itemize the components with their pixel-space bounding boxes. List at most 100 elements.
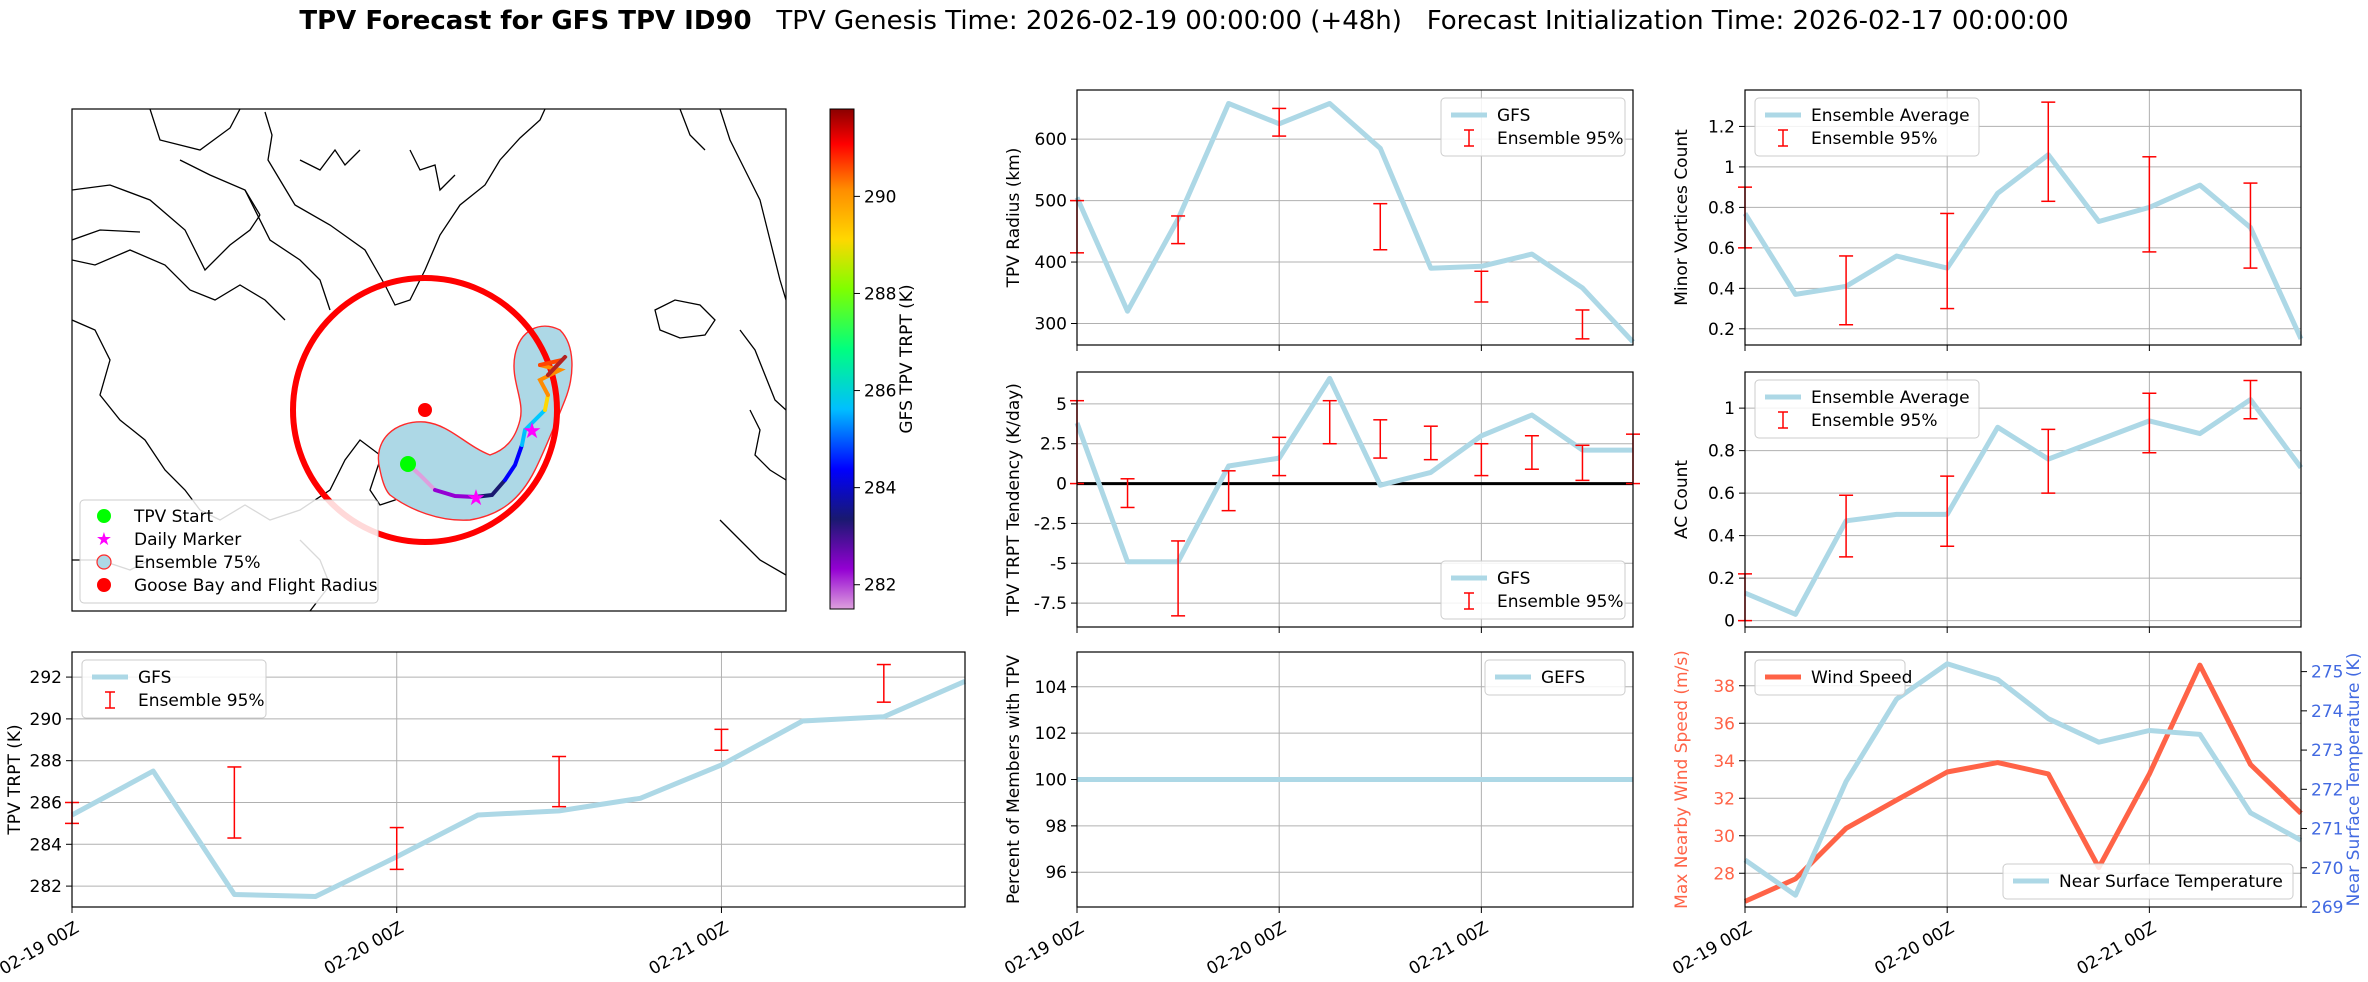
ensemble-errorbar <box>1221 470 1236 512</box>
ytick-label: 300 <box>1035 314 1067 334</box>
ensemble-errorbar <box>1474 270 1489 303</box>
greenland-fjords <box>299 148 361 171</box>
greenland-coast <box>264 109 546 306</box>
ytick-label: 32 <box>1713 789 1735 809</box>
legend-ensemble-label: Ensemble 75% <box>134 553 261 573</box>
ensemble-errorbar <box>2142 392 2157 454</box>
hudson-bay-coast <box>72 319 201 511</box>
ensemble-errorbar <box>2243 379 2258 420</box>
legend-errorbar-swatch <box>1778 129 1788 147</box>
ensemble-errorbar <box>389 826 404 871</box>
ytick-right-label: 274 <box>2311 702 2343 722</box>
xtick-label: 02-20 00Z <box>1203 918 1289 979</box>
canada-coast-2 <box>72 249 286 321</box>
legend: GFS Ensemble 95% <box>1440 97 1626 157</box>
ytick-right-label: 272 <box>2311 780 2343 800</box>
legend-label: Ensemble 95% <box>1811 129 1938 149</box>
legend-errorbar-swatch <box>1464 592 1474 610</box>
legend-ensemble-icon <box>96 554 112 570</box>
ytick-right-label: 275 <box>2311 663 2343 683</box>
y-axis-label: TPV TRPT Tendency (K/day) <box>1004 383 1024 617</box>
ytick-label: 104 <box>1035 678 1067 698</box>
title-genesis: TPV Genesis Time: 2026-02-19 00:00:00 (+… <box>776 6 1402 36</box>
ireland <box>749 409 786 481</box>
daily-marker-1: ★ <box>466 486 486 511</box>
colorbar: 282 284 286 288 290 GFS TPV TRPT (K) <box>829 108 917 610</box>
y-axis-label: Percent of Members with TPV <box>1004 655 1024 904</box>
track-segment-4 <box>503 443 524 482</box>
ensemble-75-envelope <box>377 325 573 521</box>
legend-box <box>2002 863 2294 900</box>
y-axis-label: TPV TRPT (K) <box>5 724 25 835</box>
ensemble-errorbar <box>1171 540 1186 617</box>
legend-label: Ensemble Average <box>1811 388 1970 408</box>
title-bold: TPV Forecast for GFS TPV ID90 <box>299 6 752 36</box>
xtick-label: 02-21 00Z <box>1406 918 1492 979</box>
ytick-label: 0 <box>1724 612 1735 632</box>
xtick-label: 02-19 00Z <box>1669 918 1755 979</box>
track-segment-7 <box>543 393 550 412</box>
france-coast <box>719 519 786 576</box>
y-axis-label: Minor Vortices Count <box>1672 129 1692 306</box>
percent-chart: 96 98 100 102 104 02-19 00Z 02-20 00Z 02-21 00Z… <box>1001 651 1634 979</box>
legend-label: Ensemble 95% <box>1497 592 1624 612</box>
legend-label: GEFS <box>1541 668 1585 688</box>
ensemble-errorbar <box>1272 436 1287 477</box>
ytick-right-label: 271 <box>2311 820 2343 840</box>
ensemble-errorbar <box>2041 101 2056 203</box>
colorbar-tick-label: 288 <box>864 284 896 304</box>
ytick-label: 400 <box>1035 253 1067 273</box>
colorbar-tick-label: 282 <box>864 576 896 596</box>
ytick-label: 600 <box>1035 130 1067 150</box>
ytick-label: 96 <box>1045 863 1067 883</box>
ytick-label: 282 <box>30 877 62 897</box>
minor-vortices-chart: 0.2 0.4 0.6 0.8 1 1.2 Minor Vortices Count Ense… <box>1672 89 2304 351</box>
legend-label: Ensemble Average <box>1811 106 1970 126</box>
legend: GFS Ensemble 95% <box>1440 560 1626 620</box>
ensemble-errorbar <box>1322 399 1337 445</box>
iceland <box>654 299 716 339</box>
legend-box <box>1484 659 1626 696</box>
ytick-label: 0.2 <box>1708 569 1735 589</box>
ensemble-errorbar <box>2243 182 2258 269</box>
tendency-chart: -7.5 -5 -2.5 0 2.5 5 TPV TRPT Tendency (K/day)… <box>1004 371 1640 633</box>
legend: Ensemble Average Ensemble 95% <box>1754 97 1980 157</box>
ensemble-errorbar <box>2142 156 2157 253</box>
daily-marker-2: ★ <box>522 419 542 444</box>
ytick-label: 0.4 <box>1708 279 1735 299</box>
colorbar-ticks: 282 284 286 288 290 <box>854 187 896 596</box>
legend: Wind Speed <box>1754 659 1912 696</box>
xtick-label: 02-21 00Z <box>2074 918 2160 979</box>
map-frame <box>71 108 787 612</box>
ytick-label: 1 <box>1724 158 1735 178</box>
ytick-label: 5 <box>1056 395 1067 415</box>
ytick-label: 0.8 <box>1708 198 1735 218</box>
colorbar-tick-label: 286 <box>864 382 896 402</box>
colorbar-label: GFS TPV TRPT (K) <box>897 284 917 433</box>
y-axis-label: Max Nearby Wind Speed (m/s) <box>1672 650 1692 909</box>
ytick-label: 1.2 <box>1708 117 1735 137</box>
xtick-label: 02-21 00Z <box>646 918 732 979</box>
series-line-near-surface-temperature <box>1743 661 2303 898</box>
legend-box <box>1754 97 1980 157</box>
ensemble-errorbar <box>876 663 891 703</box>
title-init: Forecast Initialization Time: 2026-02-17… <box>1426 6 2069 36</box>
ytick-label: 28 <box>1713 864 1735 884</box>
ensemble-errorbar <box>1373 202 1388 251</box>
ensemble-errorbar <box>552 755 567 808</box>
map-panel: ★ ★ TPV Start ★ Daily Marker Ensemble 75… <box>71 108 787 612</box>
ytick-label: 286 <box>30 793 62 813</box>
series-line-gfs <box>70 679 967 899</box>
legend-tpv-start-icon <box>97 509 111 523</box>
ensemble-errorbar <box>1524 435 1539 470</box>
legend-goose-bay-label: Goose Bay and Flight Radius <box>134 576 378 596</box>
ytick-label: 290 <box>30 710 62 730</box>
ytick-label: 0.2 <box>1708 320 1735 340</box>
greenland-fjords-east <box>409 149 456 192</box>
ytick-right-label: 269 <box>2311 898 2343 918</box>
ensemble-errorbar <box>1940 475 1955 547</box>
xtick-label: 02-19 00Z <box>1001 918 1087 979</box>
plot-frame <box>1744 371 2302 628</box>
